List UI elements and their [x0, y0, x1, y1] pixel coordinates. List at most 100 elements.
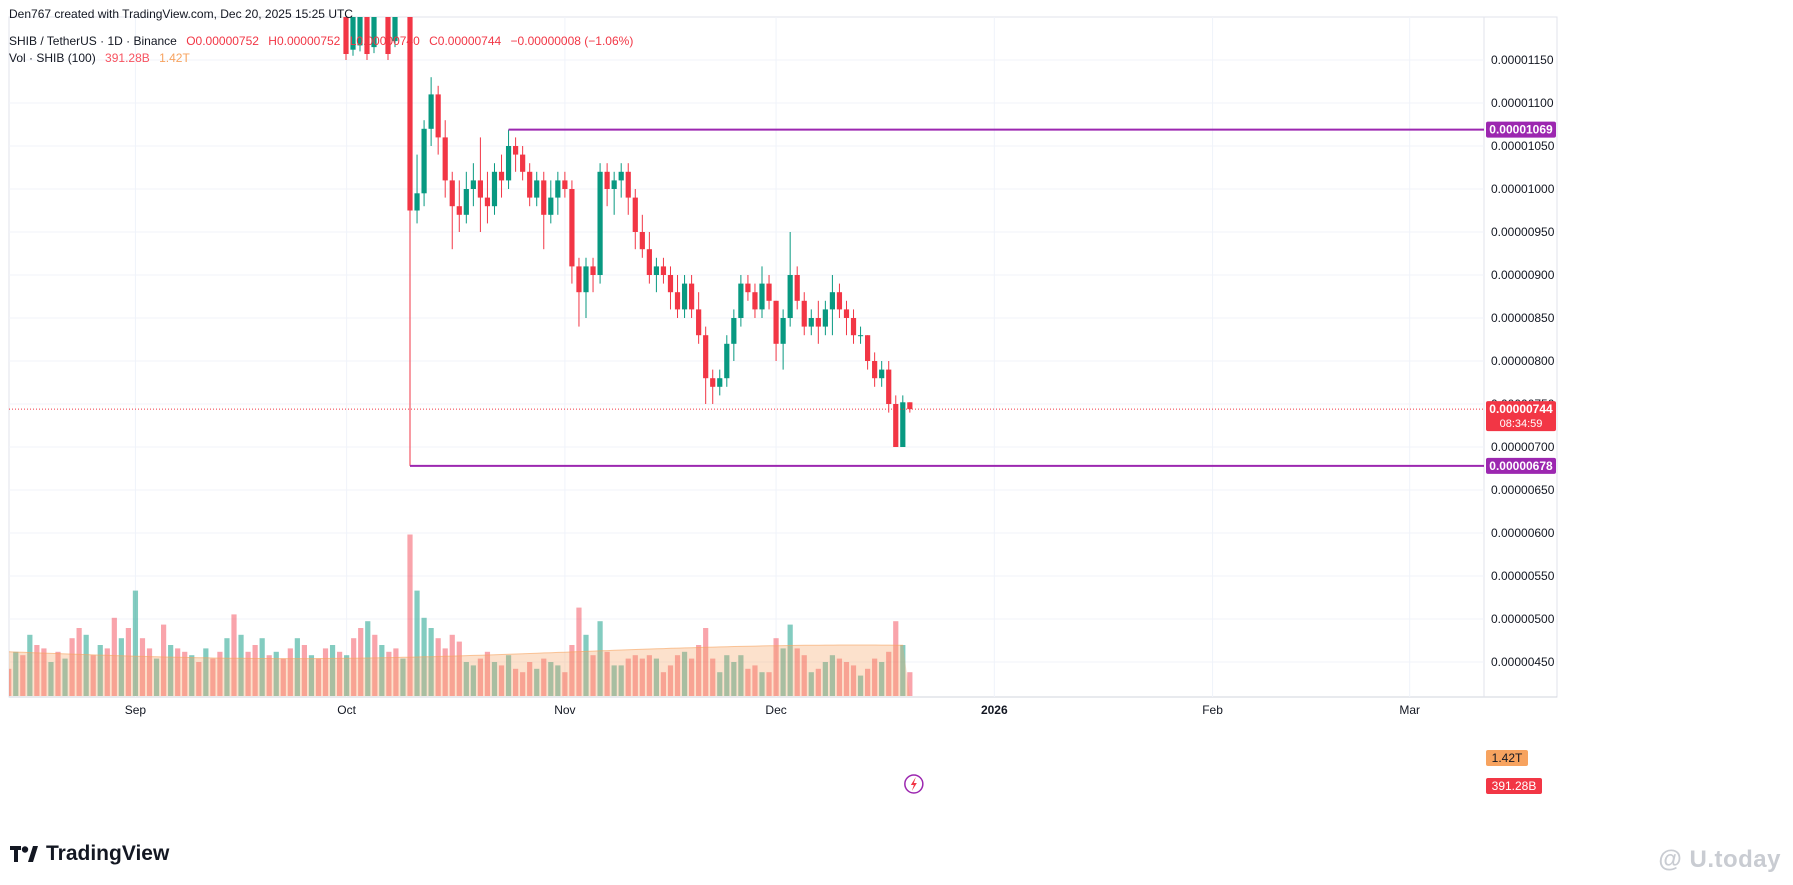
volume-bar: [829, 655, 835, 696]
candle-body: [407, 17, 413, 211]
volume-bar: [9, 668, 12, 696]
candle-body: [696, 309, 702, 336]
candle-body: [385, 17, 391, 54]
volume-bar: [111, 617, 117, 696]
candle-body: [527, 171, 533, 198]
volume-bar: [414, 590, 420, 696]
volume-bar: [893, 621, 899, 696]
volume-bar: [632, 655, 638, 696]
volume-bar: [548, 662, 554, 696]
volume-bar: [491, 662, 498, 696]
volume-bar: [597, 621, 603, 696]
candle-body: [548, 197, 554, 215]
volume-bar: [646, 655, 652, 696]
candle-body: [850, 318, 857, 336]
candle-body: [703, 335, 709, 379]
volume-bar: [259, 638, 265, 696]
last-price-badge: [1486, 401, 1556, 432]
volume-bar: [618, 665, 624, 696]
volume-bar: [759, 672, 765, 696]
volume-bar: [83, 634, 89, 696]
chart-credit: Den767 created with TradingView.com, Dec…: [9, 7, 353, 21]
volume-bar: [182, 651, 188, 696]
volume-bar: [843, 662, 850, 696]
volume-bar: [625, 658, 631, 696]
volume-bar: [196, 662, 202, 696]
volume-bar: [836, 658, 843, 696]
volume-bar: [358, 628, 364, 696]
candle-body: [745, 283, 751, 293]
volume-bar: [865, 668, 871, 696]
volume-bar: [498, 665, 505, 696]
candle-body: [717, 378, 723, 387]
candle-body: [364, 17, 370, 54]
candle-body: [491, 171, 498, 207]
lightning-icon: [910, 777, 917, 791]
volume-bar: [435, 638, 441, 696]
candle-body: [836, 292, 843, 310]
volume-bar: [667, 665, 674, 696]
volume-bar: [104, 648, 110, 696]
volume-bar: [273, 651, 279, 696]
candle-body: [562, 180, 568, 189]
candle-body: [428, 94, 434, 129]
tradingview-logo[interactable]: TradingView: [10, 842, 169, 866]
volume-label[interactable]: Vol · SHIB (100): [9, 51, 96, 65]
volume-bar: [900, 645, 906, 696]
volume-bar: [168, 645, 174, 696]
volume-bar: [717, 672, 723, 696]
volume-bar: [731, 662, 737, 696]
candle-body: [815, 318, 821, 327]
volume-bar: [541, 658, 547, 696]
candle-body: [759, 283, 765, 310]
volume-bar: [322, 648, 329, 696]
price-tick-label: 0.00000900: [1491, 268, 1555, 282]
candle-body: [505, 146, 512, 181]
level-badge-label: 0.00001069: [1489, 123, 1553, 137]
candle-body: [857, 335, 864, 337]
candle-body: [794, 275, 800, 301]
candle-body: [541, 180, 547, 215]
time-tick-label: 2026: [981, 703, 1008, 717]
symbol-label[interactable]: SHIB / TetherUS · 1D · Binance: [9, 34, 177, 48]
candle-body: [569, 189, 575, 267]
candle-body: [477, 180, 483, 198]
volume-ma-value: 1.42T: [159, 51, 190, 65]
volume-bar: [773, 638, 779, 696]
candle-body: [674, 292, 681, 310]
candle-body: [738, 283, 744, 318]
volume-bar: [146, 648, 153, 696]
candle-body: [583, 266, 589, 293]
volume-bar: [69, 638, 75, 696]
candle-body: [843, 309, 850, 318]
volume-bar: [710, 658, 716, 696]
volume-bar: [337, 651, 343, 696]
candle-body: [435, 94, 441, 138]
volume-bar: [407, 534, 413, 696]
volume-bar: [653, 658, 659, 696]
candle-body: [343, 17, 349, 54]
volume-bar: [879, 662, 885, 696]
candle-body: [667, 275, 674, 293]
volume-bar: [203, 648, 209, 696]
candle-body: [801, 300, 807, 327]
volume-bar: [696, 645, 702, 696]
volume-bar: [139, 638, 146, 696]
candle-body: [534, 180, 540, 198]
candle-body: [900, 402, 906, 447]
candle-body: [484, 197, 491, 207]
time-tick-label: Sep: [125, 703, 147, 717]
time-tick-label: Feb: [1202, 703, 1223, 717]
time-tick-label: Nov: [554, 703, 575, 717]
plot-area: [9, 17, 913, 696]
volume-bar: [365, 621, 371, 696]
volume-bar: [569, 645, 575, 696]
candle-body: [710, 378, 716, 387]
candle-body: [752, 292, 758, 310]
candle-body: [470, 180, 476, 189]
candle-body: [555, 180, 561, 198]
last-price-label: 0.00000744: [1489, 402, 1553, 416]
price-tick-label: 0.00001050: [1491, 139, 1555, 153]
price-tick-label: 0.00000950: [1491, 225, 1555, 239]
candle-body: [893, 404, 899, 447]
